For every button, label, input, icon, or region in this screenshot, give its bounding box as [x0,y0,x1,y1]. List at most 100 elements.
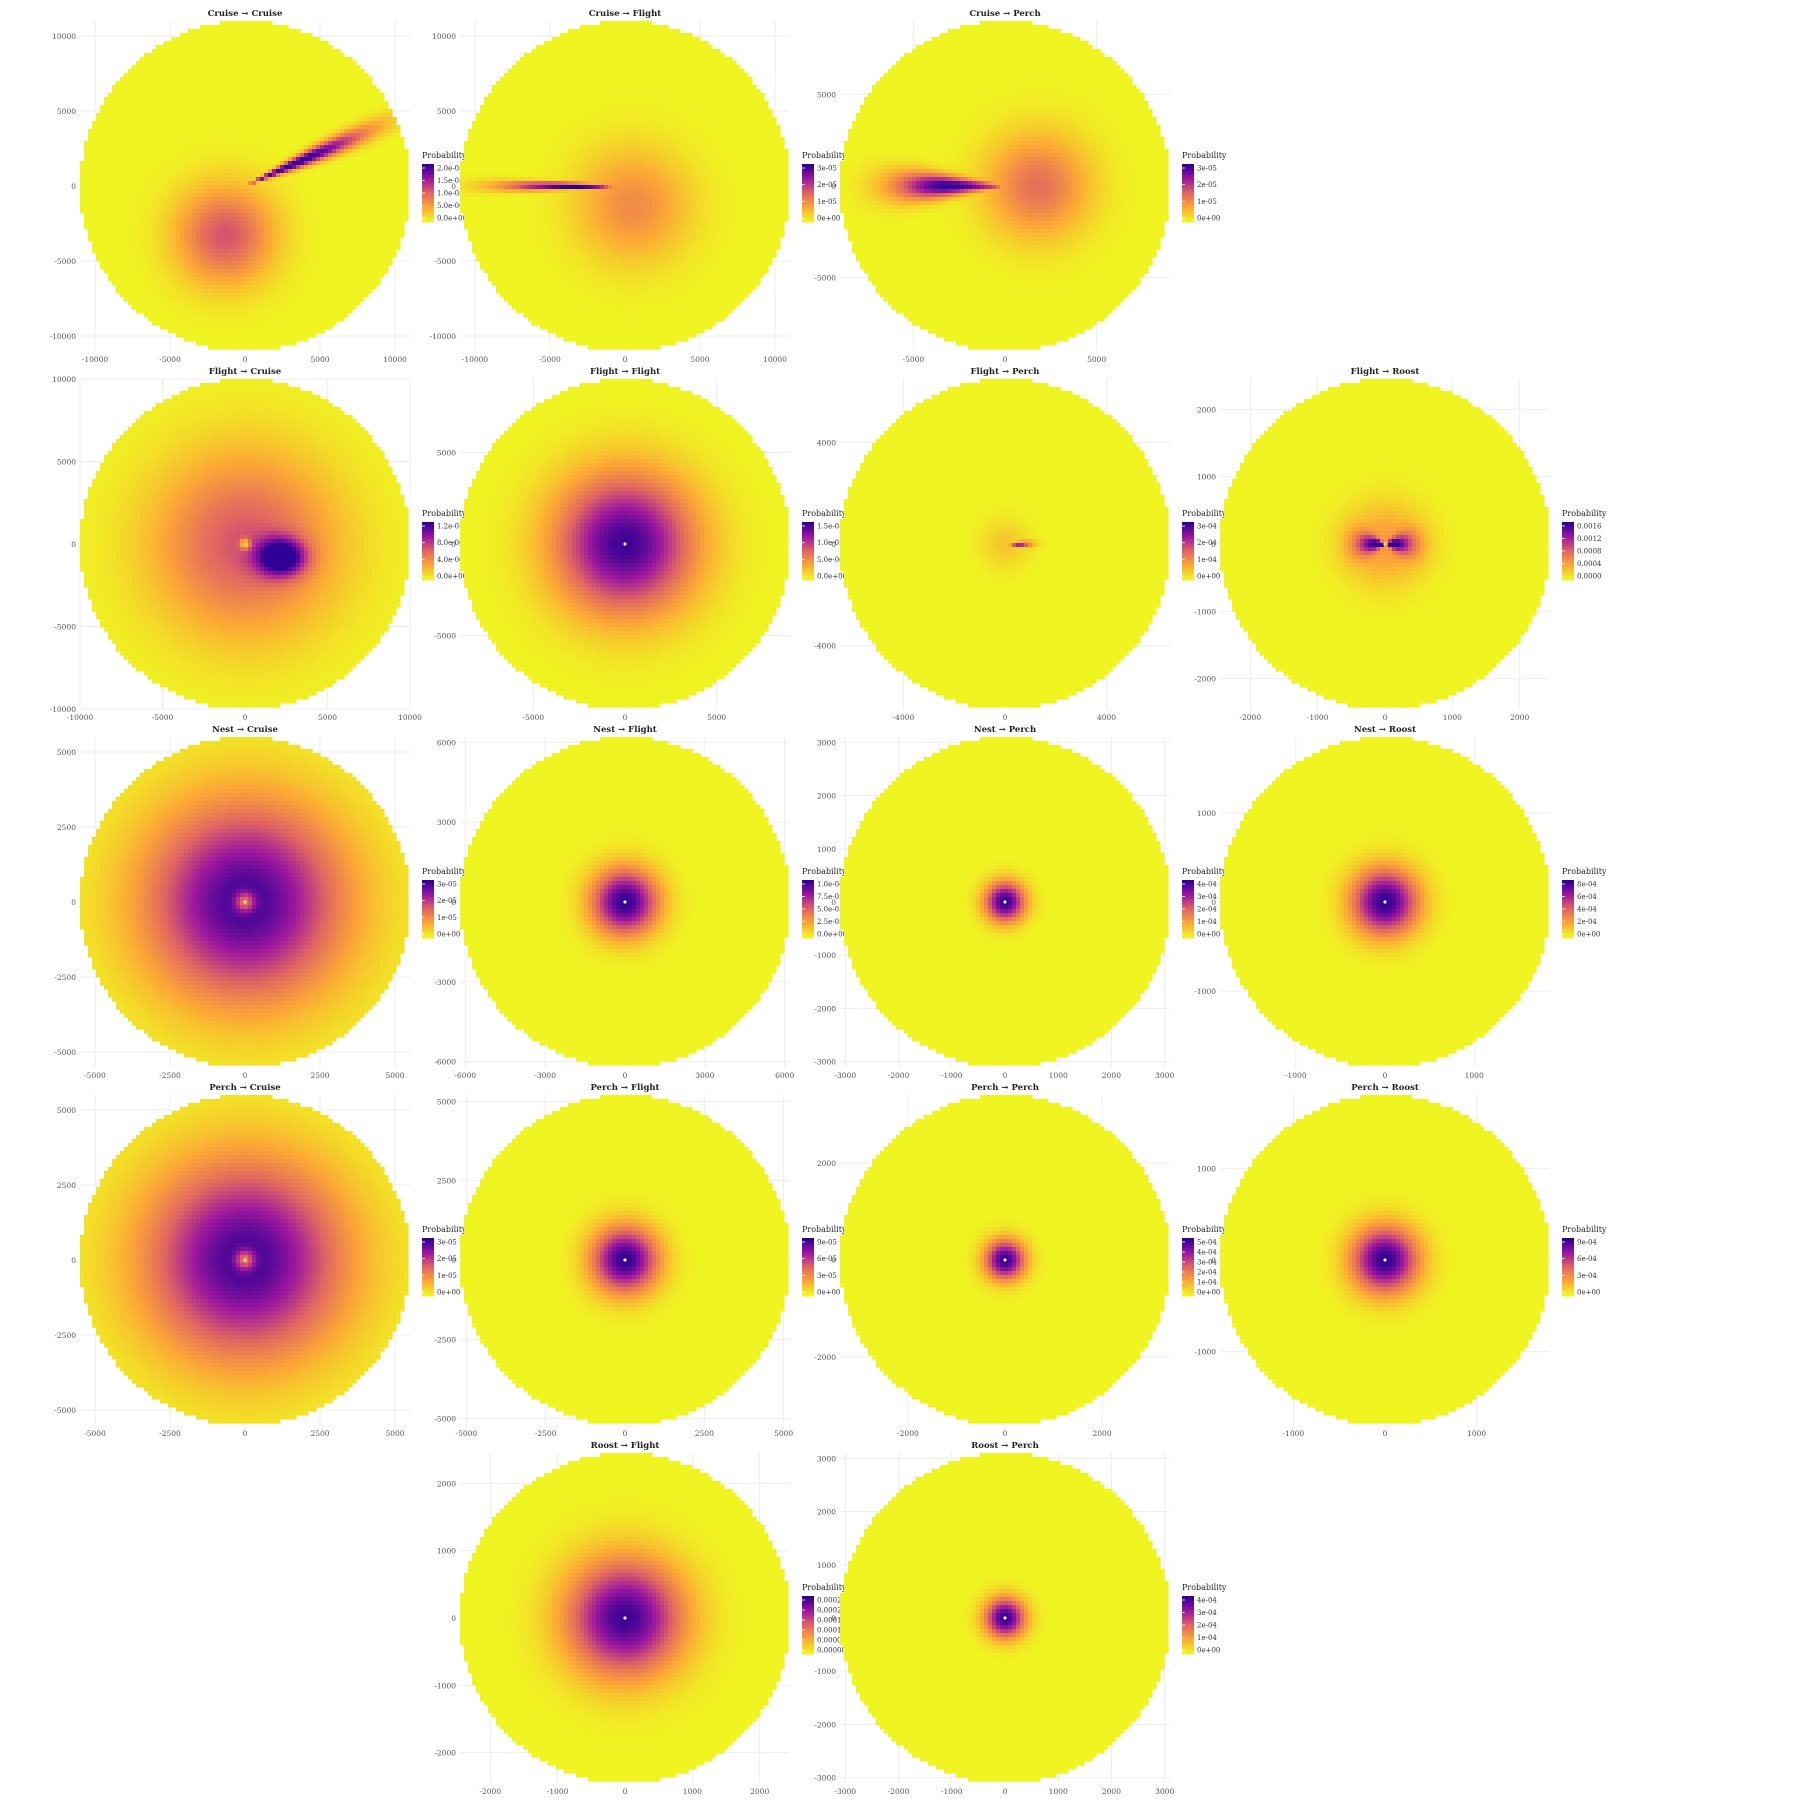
heat-cell [284,117,289,122]
heat-cell [284,109,289,114]
heat-cell [168,41,173,46]
heat-cell [164,305,169,310]
heat-cell [296,289,301,294]
heat-cell [260,233,265,238]
heat-cell [148,61,153,66]
heat-cell [212,269,217,274]
heat-cell [124,197,129,202]
heat-cell [224,297,229,302]
heat-cell [324,213,329,218]
heat-cell [320,129,325,134]
heat-cell [168,133,173,138]
heat-cell [80,177,85,182]
heat-cell [204,181,209,186]
heat-cell [364,97,369,102]
heat-cell [120,113,125,118]
heat-cell [188,245,193,250]
heat-cell [152,93,157,98]
heat-cell [132,285,137,290]
heat-cell [204,217,209,222]
heat-cell [164,281,169,286]
heat-cell [208,265,213,270]
heat-cell [276,157,281,162]
heat-cell [224,241,229,246]
heat-cell [88,173,93,178]
heat-cell [196,269,201,274]
heat-cell [216,249,221,254]
heat-cell [280,97,285,102]
heat-cell [272,145,277,150]
heat-cell [172,153,177,158]
heat-cell [184,261,189,266]
heat-cell [136,165,141,170]
heat-cell [300,225,305,230]
heat-cell [144,177,149,182]
heat-cell [160,285,165,290]
heat-cell [132,189,137,194]
heat-cell [136,293,141,298]
heat-cell [136,105,141,110]
heat-cell [316,105,321,110]
heat-cell [284,145,289,150]
heat-cell [264,89,269,94]
heat-cell [128,245,133,250]
heat-cell [152,249,157,254]
heat-cell [364,289,369,294]
heat-cell [204,117,209,122]
heat-cell [172,65,177,70]
heat-cell [180,125,185,130]
heat-cell [116,229,121,234]
heat-cell [236,273,241,278]
heat-cell [100,189,105,194]
heat-cell [348,133,353,138]
heat-cell [200,125,205,130]
heat-cell [356,185,361,190]
heat-cell [208,301,213,306]
heat-cell [212,117,217,122]
heat-cell [356,109,361,114]
heat-cell [380,161,385,166]
heat-cell [268,77,273,82]
heat-cell [132,81,137,86]
heat-cell [172,293,177,298]
heat-cell [228,249,233,254]
heat-cell [184,81,189,86]
heat-cell [160,129,165,134]
heat-cell [284,265,289,270]
heat-cell [208,73,213,78]
heat-cell [196,165,201,170]
heat-cell [192,225,197,230]
heat-cell [220,205,225,210]
heat-cell [352,213,357,218]
heat-cell [360,245,365,250]
heat-cell [304,85,309,90]
heat-cell [140,161,145,166]
heat-cell [116,181,121,186]
heat-cell [252,237,257,242]
heat-cell [404,157,409,162]
heat-cell [316,41,321,46]
heat-cell [256,121,261,126]
heat-cell [176,125,181,130]
heat-cell [348,185,353,190]
heat-cell [164,81,169,86]
heat-cell [144,165,149,170]
heat-cell [368,217,373,222]
heat-cell [172,69,177,74]
heat-cell [248,205,253,210]
heat-cell [104,145,109,150]
heat-cell [272,153,277,158]
heat-cell [264,173,269,178]
heat-cell [280,201,285,206]
heat-cell [316,169,321,174]
heat-cell [128,149,133,154]
heat-cell [368,221,373,226]
heat-cell [212,149,217,154]
heat-cell [404,161,409,166]
heat-cell [236,133,241,138]
heat-cell [348,61,353,66]
heat-cell [300,81,305,86]
heat-cell [108,233,113,238]
heat-cell [136,209,141,214]
heat-cell [288,237,293,242]
